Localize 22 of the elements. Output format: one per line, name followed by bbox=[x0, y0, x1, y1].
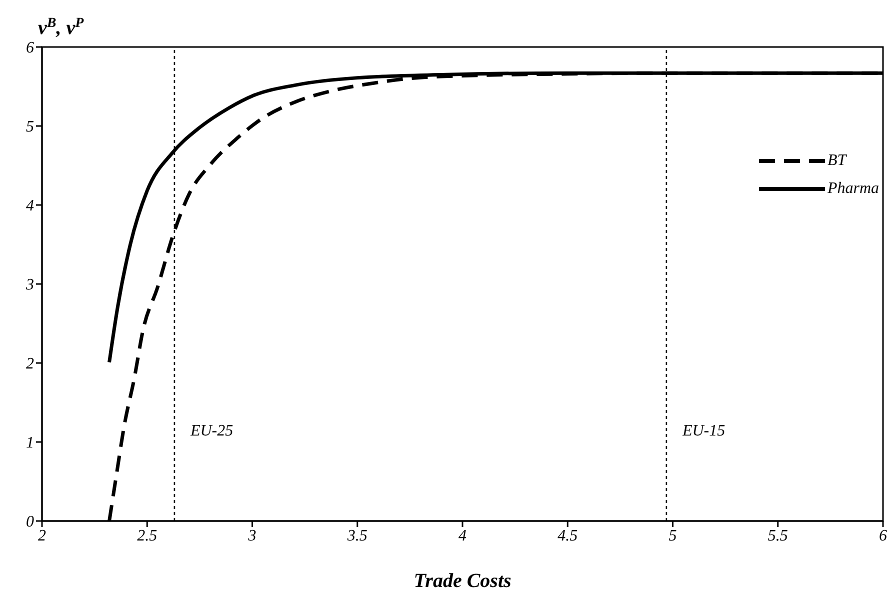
y-tick-label: 5 bbox=[26, 118, 34, 136]
legend-label: Pharma bbox=[827, 180, 879, 198]
y-tick-label: 1 bbox=[26, 434, 34, 452]
x-tick-label: 6 bbox=[879, 527, 887, 544]
y-tick-label: 3 bbox=[25, 276, 34, 294]
ref-line-label: EU-25 bbox=[189, 422, 234, 440]
x-tick-label: 3 bbox=[247, 527, 256, 544]
y-tick-label: 4 bbox=[26, 198, 34, 215]
y-tick-label: 2 bbox=[26, 356, 34, 373]
x-tick-label: 2 bbox=[38, 527, 46, 544]
y-tick-label: 0 bbox=[26, 514, 34, 531]
x-tick-label: 3.5 bbox=[346, 527, 368, 544]
x-tick-label: 5 bbox=[668, 527, 677, 544]
ref-line-label: EU-15 bbox=[681, 422, 726, 440]
x-tick-label: 2.5 bbox=[137, 527, 158, 544]
x-axis-title: Trade Costs bbox=[414, 570, 512, 592]
x-tick-label: 4 bbox=[458, 527, 466, 544]
y-axis-title: v$^{B}$, v$^{P}$ bbox=[38, 16, 84, 39]
legend-label: BT bbox=[827, 152, 846, 170]
x-tick-label: 4.5 bbox=[558, 527, 578, 544]
y-tick-label: 6 bbox=[26, 40, 34, 57]
x-tick-label: 5.5 bbox=[768, 527, 788, 544]
